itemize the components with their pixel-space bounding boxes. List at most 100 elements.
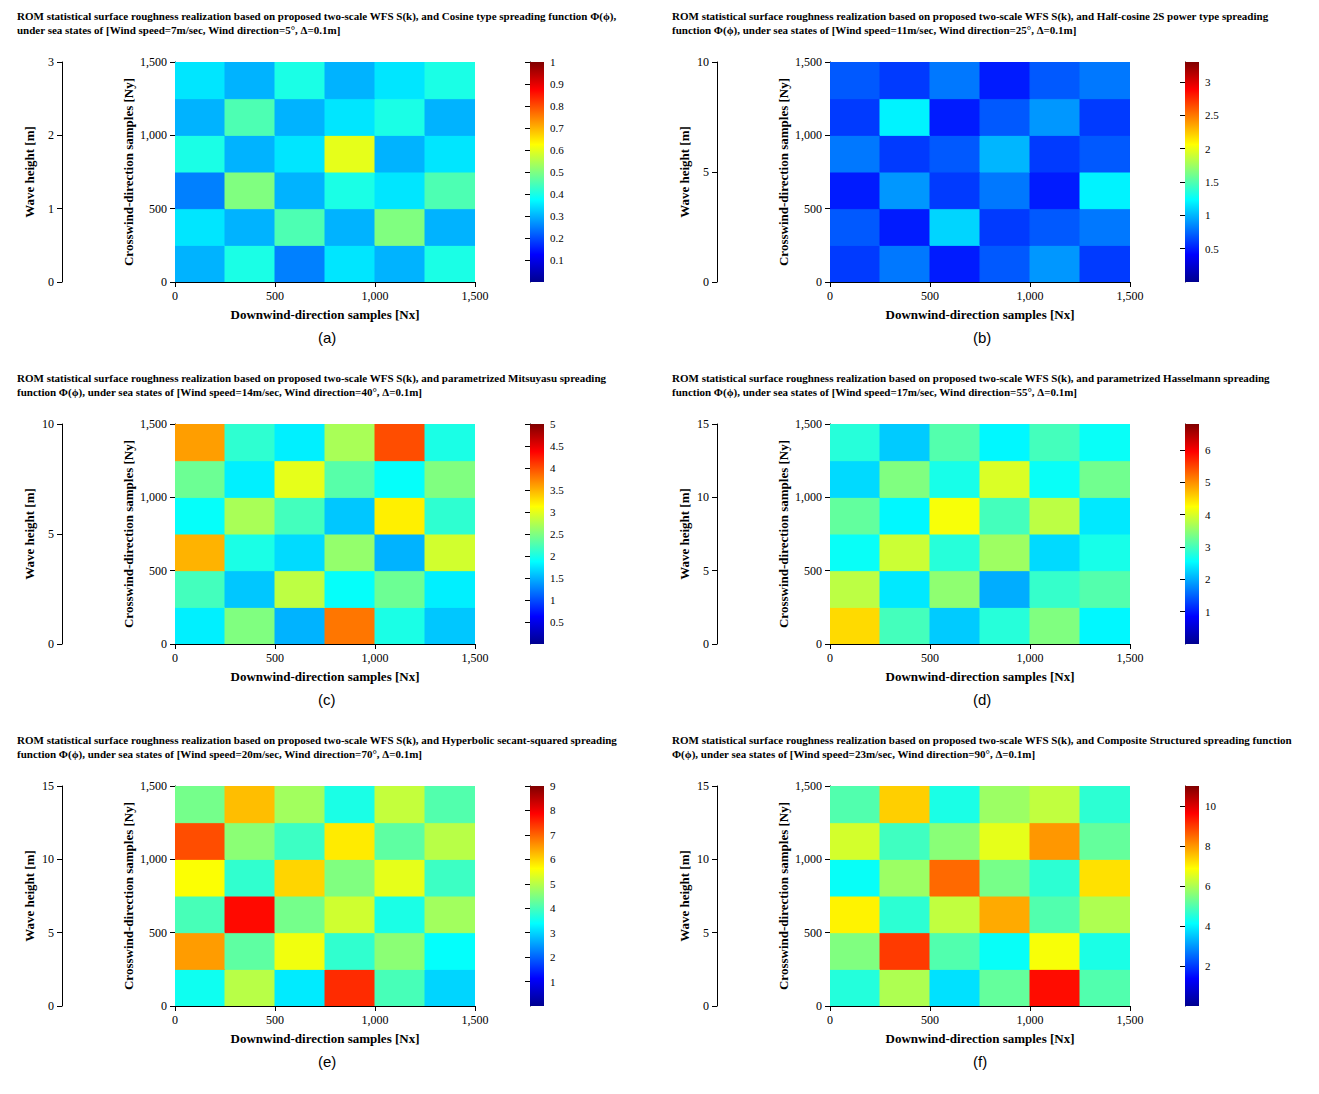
svg-text:0: 0 <box>703 275 709 289</box>
svg-text:Wave height [m]: Wave height [m] <box>22 126 37 218</box>
svg-text:0.1: 0.1 <box>550 254 564 266</box>
svg-text:Crosswind-direction samples [N: Crosswind-direction samples [Ny] <box>776 78 791 266</box>
svg-text:10: 10 <box>42 417 54 431</box>
svg-text:0: 0 <box>816 275 822 289</box>
svg-text:1,000: 1,000 <box>1017 1013 1044 1027</box>
svg-text:function Φ(ϕ), under sea state: function Φ(ϕ), under sea states of [Wind… <box>17 386 422 399</box>
svg-text:3: 3 <box>1205 76 1211 88</box>
svg-text:Downwind-direction samples [Nx: Downwind-direction samples [Nx] <box>886 307 1075 322</box>
svg-text:4.5: 4.5 <box>550 440 564 452</box>
svg-text:1: 1 <box>550 56 556 68</box>
svg-text:0: 0 <box>816 637 822 651</box>
svg-text:500: 500 <box>804 202 822 216</box>
svg-text:1,000: 1,000 <box>362 289 389 303</box>
svg-text:5: 5 <box>550 878 556 890</box>
svg-text:1,000: 1,000 <box>1017 289 1044 303</box>
svg-text:ROM statistical surface roughn: ROM statistical surface roughness realiz… <box>672 734 1294 747</box>
svg-text:15: 15 <box>697 779 709 793</box>
svg-text:15: 15 <box>42 779 54 793</box>
svg-text:(b): (b) <box>973 329 991 346</box>
svg-text:500: 500 <box>149 564 167 578</box>
svg-text:(a): (a) <box>318 329 336 346</box>
svg-text:Wave height [m]: Wave height [m] <box>677 126 692 218</box>
svg-text:under sea states of [Wind spee: under sea states of [Wind speed=7m/sec, … <box>17 24 340 36</box>
svg-text:500: 500 <box>804 564 822 578</box>
svg-text:0: 0 <box>827 1013 833 1027</box>
svg-text:Downwind-direction samples [Nx: Downwind-direction samples [Nx] <box>231 307 420 322</box>
svg-text:Crosswind-direction samples [N: Crosswind-direction samples [Ny] <box>776 440 791 628</box>
svg-text:1: 1 <box>550 594 556 606</box>
svg-text:10: 10 <box>1205 800 1217 812</box>
svg-text:(d): (d) <box>973 691 991 708</box>
svg-text:Downwind-direction samples [Nx: Downwind-direction samples [Nx] <box>886 669 1075 684</box>
svg-text:1,500: 1,500 <box>1117 1013 1144 1027</box>
svg-text:(f): (f) <box>973 1053 987 1070</box>
svg-text:Wave height [m]: Wave height [m] <box>22 850 37 942</box>
svg-text:2: 2 <box>48 128 54 142</box>
svg-text:1,000: 1,000 <box>362 1013 389 1027</box>
svg-text:1,500: 1,500 <box>462 289 489 303</box>
svg-text:8: 8 <box>1205 840 1211 852</box>
svg-text:function Φ(ϕ), under sea state: function Φ(ϕ), under sea states of [Wind… <box>17 748 422 761</box>
svg-text:500: 500 <box>149 202 167 216</box>
svg-text:Crosswind-direction samples [N: Crosswind-direction samples [Ny] <box>121 78 136 266</box>
svg-text:5: 5 <box>48 926 54 940</box>
svg-text:10: 10 <box>697 490 709 504</box>
svg-text:ROM statistical surface roughn: ROM statistical surface roughness realiz… <box>672 372 1272 385</box>
svg-text:5: 5 <box>550 418 556 430</box>
svg-text:0.5: 0.5 <box>550 166 564 178</box>
svg-text:ROM statistical surface roughn: ROM statistical surface roughness realiz… <box>672 10 1271 23</box>
svg-text:1.5: 1.5 <box>1205 176 1219 188</box>
svg-text:0: 0 <box>172 1013 178 1027</box>
svg-text:ROM statistical surface roughn: ROM statistical surface roughness realiz… <box>17 10 619 23</box>
svg-text:1,000: 1,000 <box>795 852 822 866</box>
svg-text:5: 5 <box>1205 476 1211 488</box>
svg-text:0: 0 <box>827 289 833 303</box>
svg-text:0: 0 <box>172 651 178 665</box>
svg-text:1,000: 1,000 <box>362 651 389 665</box>
svg-text:10: 10 <box>697 55 709 69</box>
svg-text:0: 0 <box>48 637 54 651</box>
svg-text:5: 5 <box>703 564 709 578</box>
svg-text:Wave height [m]: Wave height [m] <box>677 850 692 942</box>
svg-text:0.7: 0.7 <box>550 122 564 134</box>
svg-text:2: 2 <box>1205 573 1211 585</box>
svg-text:1,000: 1,000 <box>795 490 822 504</box>
svg-text:0: 0 <box>816 999 822 1013</box>
svg-text:1,500: 1,500 <box>795 417 822 431</box>
svg-text:1,000: 1,000 <box>140 128 167 142</box>
svg-text:5: 5 <box>703 165 709 179</box>
svg-text:1,500: 1,500 <box>1117 651 1144 665</box>
svg-text:500: 500 <box>149 926 167 940</box>
svg-text:4: 4 <box>1205 509 1211 521</box>
svg-text:1.5: 1.5 <box>550 572 564 584</box>
svg-text:function Φ(ϕ), under sea state: function Φ(ϕ), under sea states of [Wind… <box>672 386 1077 399</box>
svg-text:1: 1 <box>1205 606 1211 618</box>
svg-text:0: 0 <box>172 289 178 303</box>
svg-text:3: 3 <box>550 506 556 518</box>
svg-text:5: 5 <box>48 527 54 541</box>
svg-text:Downwind-direction samples [Nx: Downwind-direction samples [Nx] <box>231 1031 420 1046</box>
svg-text:Crosswind-direction samples [N: Crosswind-direction samples [Ny] <box>776 802 791 990</box>
svg-text:2: 2 <box>1205 143 1211 155</box>
svg-text:4: 4 <box>550 462 556 474</box>
svg-text:Wave height [m]: Wave height [m] <box>22 488 37 580</box>
svg-text:1,500: 1,500 <box>462 1013 489 1027</box>
svg-text:1,000: 1,000 <box>140 490 167 504</box>
svg-text:5: 5 <box>703 926 709 940</box>
svg-text:15: 15 <box>697 417 709 431</box>
svg-text:0: 0 <box>827 651 833 665</box>
svg-text:1: 1 <box>1205 209 1211 221</box>
svg-text:9: 9 <box>550 780 556 792</box>
svg-text:0.8: 0.8 <box>550 100 564 112</box>
svg-text:2: 2 <box>550 550 556 562</box>
svg-text:1: 1 <box>550 976 556 988</box>
svg-text:0: 0 <box>703 999 709 1013</box>
svg-text:0: 0 <box>161 999 167 1013</box>
svg-text:0.4: 0.4 <box>550 188 564 200</box>
svg-text:10: 10 <box>697 852 709 866</box>
svg-text:Φ(ϕ), under sea states of [Win: Φ(ϕ), under sea states of [Wind speed=23… <box>672 748 1035 761</box>
svg-text:Wave height [m]: Wave height [m] <box>677 488 692 580</box>
svg-text:2.5: 2.5 <box>550 528 564 540</box>
svg-text:2.5: 2.5 <box>1205 109 1219 121</box>
